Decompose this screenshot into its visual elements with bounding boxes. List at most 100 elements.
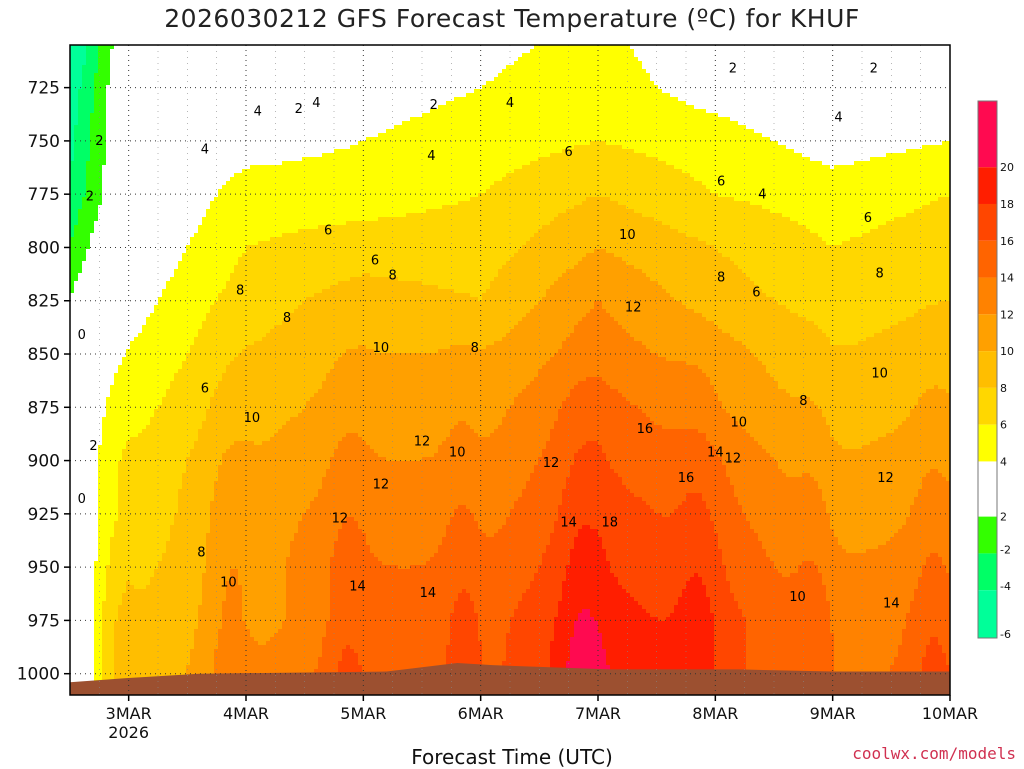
contour-label: 8	[717, 271, 725, 286]
y-tick-label: 950	[28, 558, 60, 578]
colorbar-label: -2	[1000, 543, 1011, 556]
colorbar-swatch	[978, 204, 997, 241]
colorbar-swatch	[978, 461, 997, 516]
contour-label: 2	[295, 102, 303, 117]
contour-label: 16	[637, 422, 654, 437]
contour-label: 14	[560, 516, 577, 531]
contour-label: 0	[78, 328, 86, 343]
contour-label: 10	[619, 228, 636, 243]
contour-label: 2	[89, 439, 97, 454]
contour-label: 4	[254, 104, 262, 119]
credit-link[interactable]: coolwx.com/models	[852, 744, 1016, 763]
x-tick-label: 6MAR	[458, 704, 504, 723]
y-tick-label: 1000	[17, 665, 60, 685]
contour-label: 10	[244, 411, 261, 426]
y-tick-label: 800	[28, 238, 60, 258]
y-tick-label: 925	[28, 505, 60, 525]
contour-label: 8	[799, 394, 807, 409]
colorbar-swatch	[978, 278, 997, 315]
contour-label: 4	[834, 111, 842, 126]
colorbar-label: -6	[1000, 628, 1011, 641]
y-tick-label: 975	[28, 611, 60, 631]
contour-label: 6	[717, 175, 725, 190]
colorbar-swatch	[978, 425, 997, 462]
colorbar-label: 20	[1000, 161, 1014, 174]
colorbar-label: 14	[1000, 272, 1014, 285]
x-tick-label: 4MAR	[223, 704, 269, 723]
colorbar-label: 6	[1000, 419, 1007, 432]
contour-label: 12	[332, 511, 349, 526]
contour-label: 4	[758, 187, 766, 202]
contour-label: 2	[86, 190, 94, 205]
contour-label: 6	[752, 285, 760, 300]
colorbar-swatch	[978, 553, 997, 590]
colorbar-swatch	[978, 590, 997, 638]
colorbar-label: 2	[1000, 511, 1007, 524]
colorbar: 20 18 16 14 12 10 8 6 4 2 -2 -4 -6	[978, 101, 1014, 641]
colorbar-label: 8	[1000, 382, 1007, 395]
contour-label: 8	[283, 311, 291, 326]
contour-label: 12	[725, 452, 742, 467]
contour-label: 10	[449, 445, 466, 460]
y-tick-label: 825	[28, 292, 60, 312]
contour-label: 8	[389, 268, 397, 283]
contour-label: 12	[625, 300, 642, 315]
contour-label: 14	[420, 586, 437, 601]
colorbar-swatch	[978, 314, 997, 351]
contour-label: 16	[678, 471, 695, 486]
contour-label: 12	[877, 471, 894, 486]
colorbar-swatch	[978, 351, 997, 388]
contour-label: 4	[427, 149, 435, 164]
y-tick-label: 850	[28, 345, 60, 365]
colorbar-label: 18	[1000, 198, 1014, 211]
contour-label: 10	[220, 575, 237, 590]
contour-label: 2	[430, 98, 438, 113]
x-tick-label: 5MAR	[340, 704, 386, 723]
contour-label: 4	[506, 96, 514, 111]
x-tick-label: 3MAR	[106, 704, 152, 723]
contour-label: 8	[197, 545, 205, 560]
contour-label: 12	[373, 477, 390, 492]
colorbar-swatch	[978, 241, 997, 278]
colorbar-swatch	[978, 167, 997, 204]
colorbar-swatch	[978, 517, 997, 554]
colorbar-swatch	[978, 101, 997, 167]
contour-label: 10	[373, 341, 390, 356]
colorbar-label: 10	[1000, 345, 1014, 358]
colorbar-label: 4	[1000, 455, 1007, 468]
contour-label: 2	[870, 62, 878, 77]
y-tick-label: 900	[28, 452, 60, 472]
colorbar-label: -4	[1000, 580, 1011, 593]
contour-label: 8	[236, 283, 244, 298]
contour-label: 10	[789, 590, 806, 605]
y-tick-label: 725	[28, 79, 60, 99]
contour-label: 10	[871, 366, 888, 381]
contour-label: 4	[312, 96, 320, 111]
contour-label: 6	[201, 381, 209, 396]
colorbar-label: 12	[1000, 308, 1014, 321]
contour-label: 18	[601, 516, 618, 531]
x-tick-label: 9MAR	[810, 704, 856, 723]
contour-label: 12	[414, 435, 431, 450]
contour-label: 2	[95, 134, 103, 149]
contour-label: 6	[565, 145, 573, 160]
contour-label: 8	[471, 341, 479, 356]
colorbar-label: 16	[1000, 235, 1014, 248]
contour-label: 4	[201, 143, 209, 158]
contour-label: 2	[729, 62, 737, 77]
contour-label: 8	[875, 266, 883, 281]
contour-label: 12	[543, 456, 560, 471]
contour-label: 14	[707, 445, 724, 460]
contour-label: 6	[324, 224, 332, 239]
contour-label: 10	[731, 415, 748, 430]
x-tick-label: 7MAR	[575, 704, 621, 723]
y-tick-label: 875	[28, 398, 60, 418]
colorbar-swatch	[978, 388, 997, 425]
contour-label: 14	[883, 597, 900, 612]
contour-label: 6	[864, 211, 872, 226]
y-tick-label: 750	[28, 132, 60, 152]
contour-label: 0	[78, 492, 86, 507]
